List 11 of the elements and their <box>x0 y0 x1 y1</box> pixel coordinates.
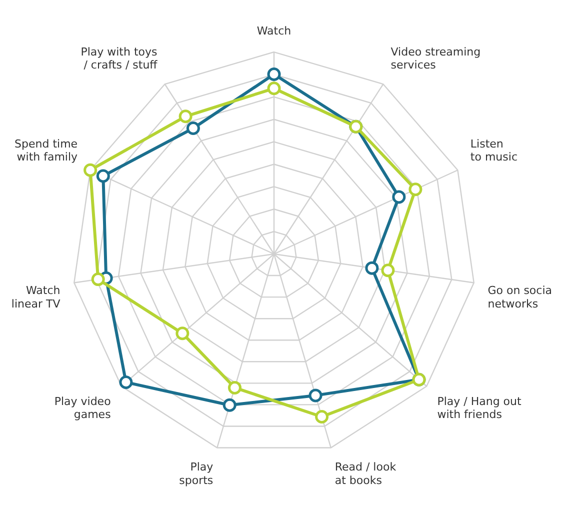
spoke-label: Read / look at books <box>334 460 397 487</box>
spoke-label: Go on socia networks <box>488 284 552 310</box>
spoke-label: Play sports <box>179 460 214 487</box>
spoke-label: Listen to music <box>470 137 518 164</box>
spoke-label: Play with toys / crafts / stuff <box>80 45 158 72</box>
spoke-label: Watch <box>256 24 292 38</box>
spoke-label: Play video games <box>54 394 112 422</box>
spoke-label: Watch linear TV <box>11 284 61 310</box>
spoke-label: Spend time with family <box>14 137 78 164</box>
spoke-label: Play / Hang out with friends <box>437 394 522 422</box>
spoke-label: Video streaming services <box>390 45 481 72</box>
